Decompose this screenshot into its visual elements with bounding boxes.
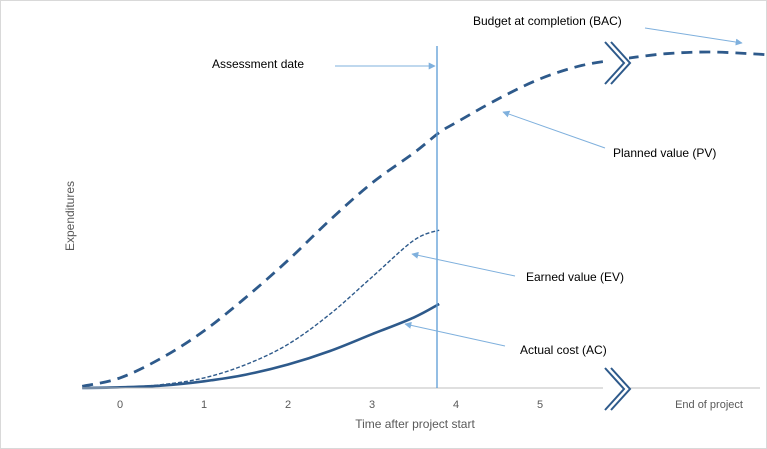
x-tick-label: 0 [117,399,123,411]
x-tick-label: 4 [453,399,459,411]
x-axis-title: Time after project start [355,417,475,431]
series-line-ac [82,302,440,390]
bac-arrow [644,27,743,46]
series-line-ev [82,229,440,389]
pv-arrow [502,110,606,149]
assessment-date-label: Assessment date [212,57,304,71]
x-tick-label: 1 [201,399,207,411]
ac-label: Actual cost (AC) [520,343,607,357]
x-tick-label: 5 [537,399,543,411]
y-axis-title: Expenditures [63,181,77,251]
x-tick-label: 3 [369,399,375,411]
series-line-pv [81,50,767,388]
axis-break-bottom-icon [603,366,632,412]
x-tick-label: 2 [285,399,291,411]
x-tick-label: End of project [675,399,743,411]
ev-arrow [411,251,516,277]
ev-label: Earned value (EV) [526,270,624,284]
ac-arrow [404,321,506,347]
bac-label: Budget at completion (BAC) [473,14,622,28]
axis-break-top-icon [603,40,632,86]
pv-label: Planned value (PV) [613,146,716,160]
